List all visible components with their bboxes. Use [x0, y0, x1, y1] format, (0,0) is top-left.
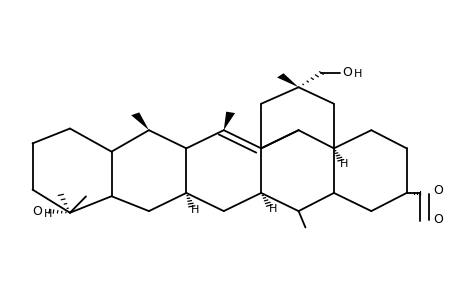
Text: O: O — [433, 184, 442, 197]
Polygon shape — [276, 73, 298, 87]
Text: H: H — [44, 208, 53, 219]
Polygon shape — [131, 112, 149, 130]
Text: H: H — [339, 159, 347, 169]
Polygon shape — [223, 112, 235, 130]
Text: O: O — [342, 67, 352, 80]
Text: O: O — [32, 205, 42, 218]
Text: H: H — [353, 70, 361, 80]
Text: O: O — [433, 213, 442, 226]
Text: H: H — [268, 204, 276, 214]
Text: H: H — [190, 205, 198, 215]
